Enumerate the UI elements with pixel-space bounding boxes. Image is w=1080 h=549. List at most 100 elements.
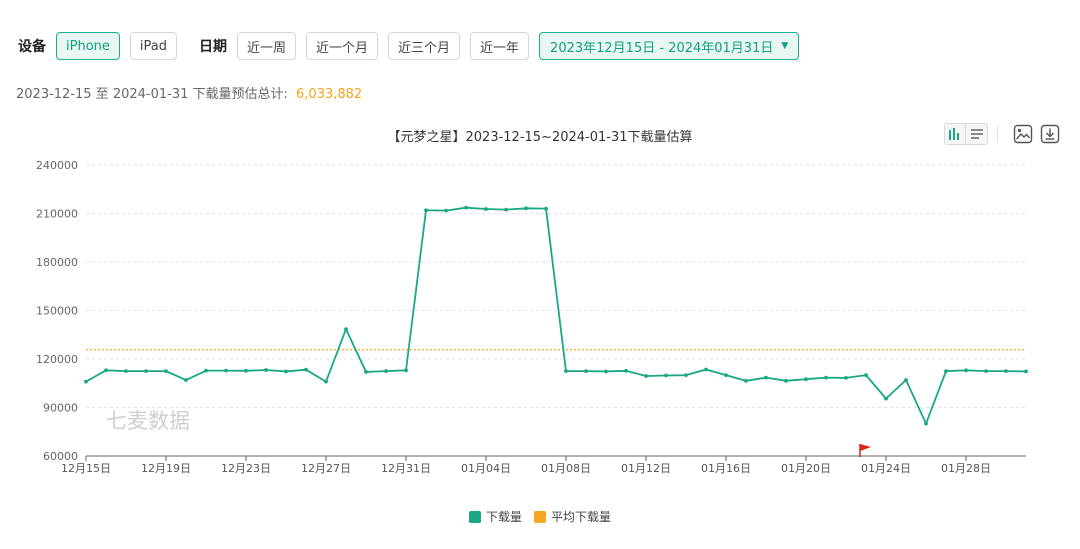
download-data-point xyxy=(704,367,708,372)
download-data-point xyxy=(124,369,128,374)
legend-label-downloads: 下载量 xyxy=(485,510,522,524)
date-range-value: 2023年12月15日 - 2024年01月31日 xyxy=(550,40,774,56)
chart-toolbar xyxy=(944,122,1061,146)
chart-title: 【元梦之星】2023-12-15~2024-01-31下载量估算 xyxy=(387,130,693,145)
download-data-point xyxy=(544,206,548,211)
download-data-point xyxy=(424,208,428,213)
download-data-point xyxy=(944,369,948,374)
download-data-point xyxy=(504,207,508,212)
legend-swatch-downloads xyxy=(468,510,481,523)
x-tick-label: 12月23日 xyxy=(221,462,271,475)
device-iphone-button[interactable]: iPhone xyxy=(56,32,120,60)
x-tick-label: 12月27日 xyxy=(301,462,351,475)
x-tick-label: 01月12日 xyxy=(621,462,671,475)
download-data-point xyxy=(484,207,488,211)
preset-quarter-button[interactable]: 近三个月 xyxy=(388,32,461,60)
download-data-point xyxy=(1024,369,1028,374)
download-data-point xyxy=(984,369,988,374)
download-data-point xyxy=(364,370,368,374)
legend-label-average: 平均下载量 xyxy=(551,510,612,524)
download-data-point xyxy=(644,374,648,378)
download-data-point xyxy=(904,378,908,382)
legend-item-downloads[interactable]: 下载量 xyxy=(468,508,522,525)
download-data-point xyxy=(664,373,668,378)
download-data-point xyxy=(84,379,88,384)
download-data-point xyxy=(204,368,208,373)
download-data-point xyxy=(604,369,608,374)
download-data-point xyxy=(964,368,968,373)
x-tick-label: 12月15日 xyxy=(61,462,111,475)
download-data-point xyxy=(184,378,188,382)
y-tick-label: 210000 xyxy=(36,208,78,221)
flag-icon xyxy=(859,444,871,457)
x-tick-label: 01月20日 xyxy=(781,462,831,475)
download-data-point xyxy=(344,327,348,331)
preset-year-button[interactable]: 近一年 xyxy=(470,32,530,60)
download-data-point xyxy=(784,378,788,383)
preset-month-button[interactable]: 近一个月 xyxy=(306,32,379,60)
download-data-point xyxy=(404,368,408,373)
download-data-point xyxy=(244,368,248,373)
x-tick-label: 01月04日 xyxy=(461,462,511,475)
date-label: 日期 xyxy=(198,39,227,55)
list-icon[interactable] xyxy=(966,123,988,145)
download-data-point xyxy=(864,373,868,378)
device-ipad-button[interactable]: iPad xyxy=(129,32,177,60)
bar-chart-icon[interactable] xyxy=(944,123,966,145)
download-series-line xyxy=(85,206,1027,425)
summary-total: 6,033,882 xyxy=(296,87,363,102)
x-tick-label: 01月28日 xyxy=(941,462,991,475)
download-data-point xyxy=(324,379,328,384)
download-data-point xyxy=(464,205,468,210)
download-data-point xyxy=(924,421,928,426)
download-data-point xyxy=(804,377,808,382)
x-tick-label: 01月24日 xyxy=(861,462,911,475)
download-data-point xyxy=(304,367,308,372)
flag-cloth xyxy=(860,444,871,451)
download-data-point xyxy=(564,369,568,374)
download-data-point xyxy=(744,378,748,383)
y-tick-label: 90000 xyxy=(43,402,78,415)
download-line-chart: 七麦数据 60000 90000 120000 150000 180000 210000 2… xyxy=(36,159,1028,475)
x-tick-label: 12月19日 xyxy=(141,462,191,475)
download-data-point xyxy=(824,375,828,380)
y-tick-label: 150000 xyxy=(36,305,78,318)
device-label: 设备 xyxy=(18,39,46,55)
download-data-point xyxy=(884,396,888,401)
legend-swatch-average xyxy=(534,510,546,523)
date-range-picker[interactable]: 2023年12月15日 - 2024年01月31日 ▼ xyxy=(539,32,800,60)
preset-week-button[interactable]: 近一周 xyxy=(236,32,296,60)
download-data-point xyxy=(284,369,288,374)
download-data-point xyxy=(624,368,628,373)
download-icon[interactable] xyxy=(1039,123,1061,145)
download-data-point xyxy=(724,373,728,378)
summary-text: 2023-12-15 至 2024-01-31 下载量预估总计: xyxy=(16,87,288,102)
x-tick-label: 12月31日 xyxy=(381,462,431,475)
download-data-point xyxy=(144,369,148,374)
watermark-text: 七麦数据 xyxy=(106,409,190,433)
download-data-point xyxy=(584,369,588,374)
chart-legend: 下载量 平均下载量 xyxy=(0,508,1080,525)
y-tick-label: 180000 xyxy=(36,256,78,269)
download-data-point xyxy=(524,206,528,211)
download-summary: 2023-12-15 至 2024-01-31 下载量预估总计: 6,033,8… xyxy=(16,83,362,102)
y-tick-label: 240000 xyxy=(36,159,78,172)
download-data-point xyxy=(764,375,768,380)
download-data-point xyxy=(384,369,388,374)
download-data-point xyxy=(1004,369,1008,374)
x-tick-label: 01月08日 xyxy=(541,462,591,475)
caret-down-icon: ▼ xyxy=(781,41,789,51)
legend-item-average[interactable]: 平均下载量 xyxy=(534,508,611,525)
download-data-point xyxy=(164,369,168,374)
download-data-point xyxy=(104,368,108,373)
download-data-point xyxy=(684,373,688,378)
y-tick-label: 120000 xyxy=(36,353,78,366)
download-data-point xyxy=(224,368,228,373)
download-data-point xyxy=(844,376,848,380)
download-data-point xyxy=(264,368,268,372)
download-data-point xyxy=(444,208,448,213)
y-tick-label: 60000 xyxy=(43,450,78,463)
filter-bar: 设备 iPhone iPad 日期 近一周 近一个月 近三个月 近一年 2023… xyxy=(18,31,800,61)
image-icon[interactable] xyxy=(1012,123,1034,145)
x-tick-label: 01月16日 xyxy=(701,462,751,475)
